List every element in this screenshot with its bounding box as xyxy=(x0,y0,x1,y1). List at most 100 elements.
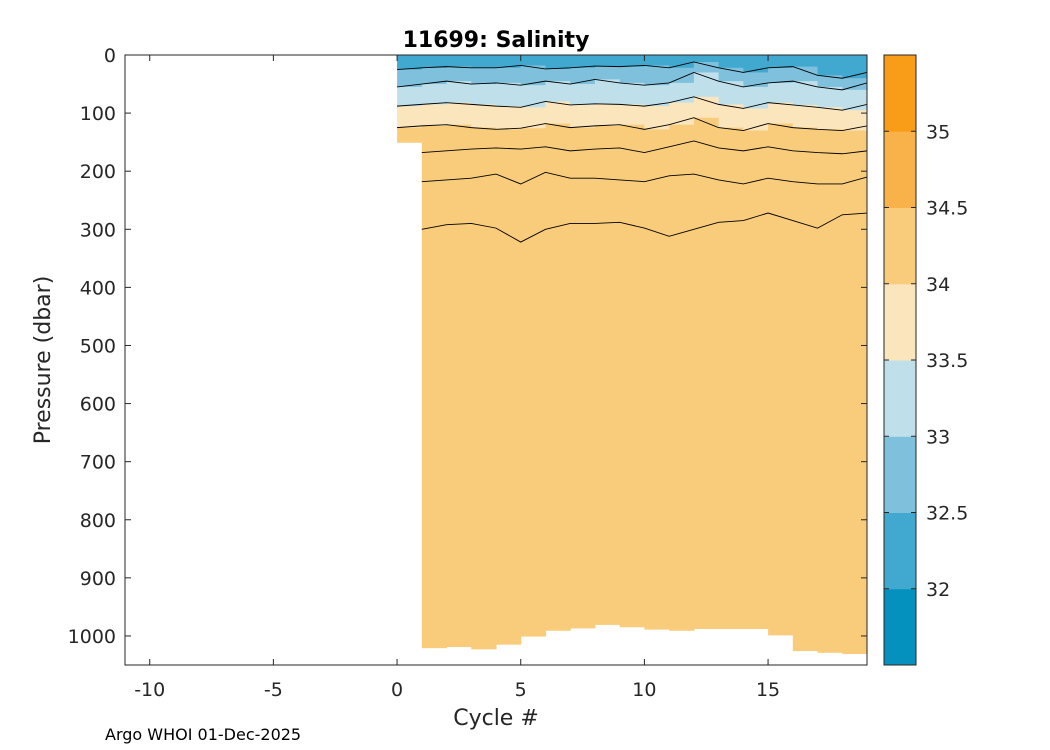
salinity-surface-cell xyxy=(842,55,867,68)
salinity-band-cell xyxy=(570,84,596,106)
salinity-surface-cell xyxy=(594,55,621,62)
contour-line-34.5 xyxy=(421,171,867,185)
salinity-band-cell xyxy=(421,125,448,154)
salinity-band-cell xyxy=(644,152,670,183)
salinity-band-cell xyxy=(545,81,571,103)
salinity-band-cell xyxy=(768,102,794,125)
salinity-band-cell xyxy=(594,178,621,225)
x-tick-label: -10 xyxy=(134,679,165,701)
salinity-surface-cell xyxy=(693,55,720,59)
colorbar-segment xyxy=(884,512,916,590)
salinity-band-cell xyxy=(693,96,720,119)
salinity-band-cell xyxy=(545,172,571,230)
salinity-band-cell xyxy=(693,229,720,630)
salinity-surface-cell xyxy=(743,55,769,65)
contour-line-34 xyxy=(397,117,867,131)
salinity-band-cell xyxy=(842,153,867,185)
salinity-band-cell xyxy=(619,66,645,84)
colorbar-segment xyxy=(884,436,916,513)
y-tick-label: 0 xyxy=(104,45,116,67)
y-tick-label: 800 xyxy=(80,510,116,532)
x-tick-label: 5 xyxy=(515,679,527,701)
salinity-band-cell xyxy=(421,152,448,183)
salinity-band-cell xyxy=(421,67,448,85)
salinity-band-cell xyxy=(718,147,744,181)
salinity-band-cell xyxy=(669,124,695,148)
x-tick-label: 0 xyxy=(391,679,403,701)
x-tick-label: 15 xyxy=(756,679,780,701)
salinity-band-cell xyxy=(471,67,497,85)
y-axis: 0 100 200 300 400 500 600 700 800 900 1000 xyxy=(68,45,867,648)
salinity-band-cell xyxy=(792,127,819,152)
colorbar-segment xyxy=(884,207,916,285)
salinity-band-cell xyxy=(421,181,448,230)
salinity-band-cell xyxy=(471,84,497,105)
salinity-band-cell xyxy=(545,146,571,173)
salinity-band-cell xyxy=(644,228,670,630)
y-tick-label: 900 xyxy=(80,568,116,590)
colorbar-tick-label: 34.5 xyxy=(926,198,968,220)
salinity-band-cell xyxy=(792,181,819,222)
salinity-band-cell xyxy=(471,223,497,650)
salinity-band-cell xyxy=(520,149,547,185)
salinity-band-cell xyxy=(570,178,596,225)
salinity-band-cell xyxy=(718,179,744,223)
salinity-surface-cell xyxy=(570,55,596,63)
salinity-band-cell xyxy=(644,85,670,107)
x-tick-label: -5 xyxy=(264,679,283,701)
salinity-band-cell xyxy=(570,127,596,152)
salinity-band-cell xyxy=(545,123,571,148)
salinity-band-cell xyxy=(644,129,670,154)
chart-title: 11699: Salinity xyxy=(403,28,590,53)
salinity-band-cell xyxy=(446,102,472,126)
salinity-band-cell xyxy=(693,140,720,175)
contour-line-32.5 xyxy=(397,61,867,79)
salinity-surface-cell xyxy=(619,55,645,62)
salinity-band-cell xyxy=(693,61,720,74)
salinity-band-cell xyxy=(446,224,472,648)
colorbar-tick-label: 33 xyxy=(926,426,950,448)
salinity-band-cell xyxy=(743,86,769,110)
salinity-band-cell xyxy=(545,101,571,125)
salinity-band-cell xyxy=(397,55,423,71)
salinity-band-cell xyxy=(842,183,867,216)
salinity-band-cell xyxy=(718,222,744,629)
y-axis-label: Pressure (dbar) xyxy=(31,276,56,445)
salinity-band-cell xyxy=(718,81,744,105)
salinity-field xyxy=(397,55,867,654)
salinity-band-cell xyxy=(496,147,522,175)
salinity-band-cell xyxy=(768,178,794,214)
salinity-band-cell xyxy=(669,82,695,104)
salinity-band-cell xyxy=(718,104,744,129)
salinity-band-cell xyxy=(817,86,843,108)
salinity-band-cell xyxy=(842,214,867,654)
salinity-band-cell xyxy=(842,110,867,132)
salinity-surface-cell xyxy=(471,55,497,63)
salinity-band-cell xyxy=(768,123,794,148)
colorbar: 32 32.5 33 33.5 34 34.5 35 xyxy=(883,54,968,666)
salinity-band-cell xyxy=(792,220,819,652)
salinity-band-cell xyxy=(397,127,423,143)
salinity-band-cell xyxy=(644,65,670,86)
x-axis-label: Cycle # xyxy=(453,706,539,731)
y-tick-label: 200 xyxy=(80,161,116,183)
contour-lines xyxy=(397,61,867,243)
x-tick-label: 10 xyxy=(632,679,656,701)
y-tick-label: 300 xyxy=(80,219,116,241)
salinity-surface-cell xyxy=(644,55,670,61)
salinity-band-cell xyxy=(842,78,867,91)
salinity-band-cell xyxy=(496,129,522,149)
colorbar-segment xyxy=(884,55,916,132)
salinity-surface-cell xyxy=(421,55,448,63)
salinity-band-cell xyxy=(644,106,670,130)
y-tick-label: 500 xyxy=(80,335,116,357)
salinity-band-cell xyxy=(817,129,843,154)
salinity-band-cell xyxy=(792,81,819,106)
colorbar-tick-label: 32 xyxy=(926,579,950,601)
salinity-band-cell xyxy=(594,125,621,150)
salinity-band-cell xyxy=(743,130,769,152)
salinity-band-cell xyxy=(520,85,547,108)
salinity-band-cell xyxy=(669,102,695,126)
salinity-surface-cell xyxy=(545,55,571,63)
